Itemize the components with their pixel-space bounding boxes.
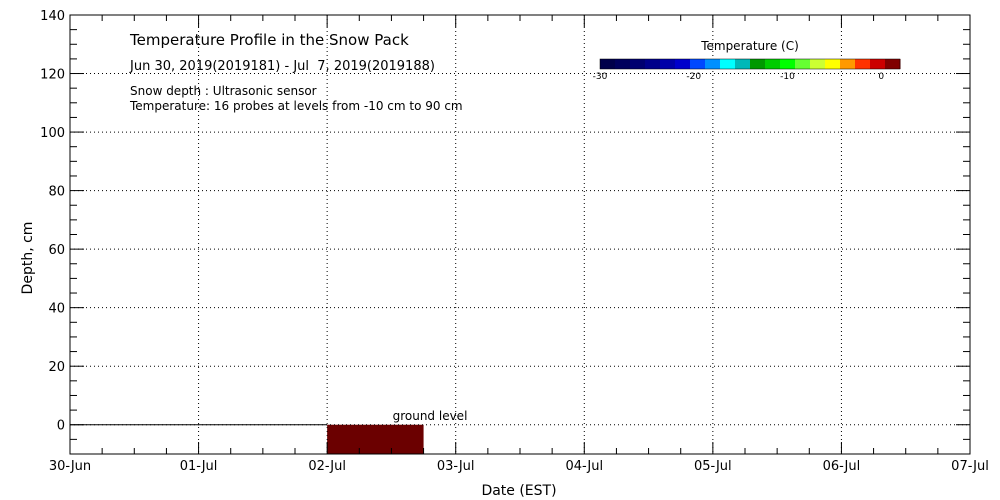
colorbar-swatch [795, 59, 811, 69]
x-tick-label: 02-Jul [308, 459, 346, 474]
ground-level-label: ground level [393, 409, 468, 423]
plot-area: 30-Jun 01-Jul 02-Jul 03-Jul 04-Jul 05-Jul 06-J… [40, 9, 989, 474]
colorbar-swatch [735, 59, 751, 69]
temperature-cell [327, 424, 424, 454]
note-temperature: Temperature: 16 probes at levels from -1… [129, 99, 463, 113]
y-axis-title: Depth, cm [20, 222, 36, 295]
chart-subtitle: Jun 30, 2019(2019181) - Jul 7, 2019(2019… [129, 59, 435, 74]
colorbar-swatch [870, 59, 886, 69]
colorbar-swatch [840, 59, 856, 69]
y-tick-label: 0 [57, 419, 65, 434]
y-tick-label: 100 [40, 126, 65, 141]
colorbar-swatch [855, 59, 871, 69]
chart-title: Temperature Profile in the Snow Pack [129, 31, 409, 49]
y-tick-label: 120 [40, 68, 65, 83]
colorbar-swatch [645, 59, 661, 69]
colorbar-tick-label: 0 [878, 72, 884, 82]
colorbar-swatch [780, 59, 796, 69]
colorbar-swatch [615, 59, 631, 69]
colorbar-swatch [750, 59, 766, 69]
x-tick-label: 06-Jul [823, 459, 861, 474]
x-tick-label: 03-Jul [437, 459, 475, 474]
temperature-colorbar: -30 -20 -10 0 [593, 58, 901, 82]
colorbar-swatch [810, 59, 826, 69]
plot-frame [69, 14, 971, 455]
y-tick-label: 140 [40, 9, 65, 24]
colorbar-swatch [885, 59, 901, 69]
y-tick-label: 40 [48, 302, 65, 317]
colorbar-swatch [660, 59, 676, 69]
x-axis-title: Date (EST) [481, 483, 556, 499]
colorbar-swatch [630, 59, 646, 69]
colorbar-tick-label: -30 [593, 72, 608, 82]
colorbar-tick-label: -10 [780, 72, 795, 82]
note-snow-depth: Snow depth : Ultrasonic sensor [130, 84, 317, 98]
y-tick-label: 20 [48, 360, 65, 375]
colorbar-swatch [600, 59, 616, 69]
colorbar-swatch [765, 59, 781, 69]
x-tick-label: 30-Jun [49, 459, 91, 474]
x-tick-label: 01-Jul [180, 459, 218, 474]
x-tick-label: 07-Jul [951, 459, 989, 474]
colorbar-frame [599, 58, 901, 70]
x-tick-label: 05-Jul [694, 459, 732, 474]
colorbar-title: Temperature (C) [700, 39, 799, 53]
colorbar-swatch [705, 59, 721, 69]
colorbar-swatch [720, 59, 736, 69]
colorbar-swatch [690, 59, 706, 69]
y-tick-label: 80 [48, 185, 65, 200]
colorbar-swatch [825, 59, 841, 69]
x-tick-label: 04-Jul [565, 459, 603, 474]
y-tick-label: 60 [48, 243, 65, 258]
colorbar-tick-label: -20 [686, 72, 701, 82]
colorbar-swatch [675, 59, 691, 69]
